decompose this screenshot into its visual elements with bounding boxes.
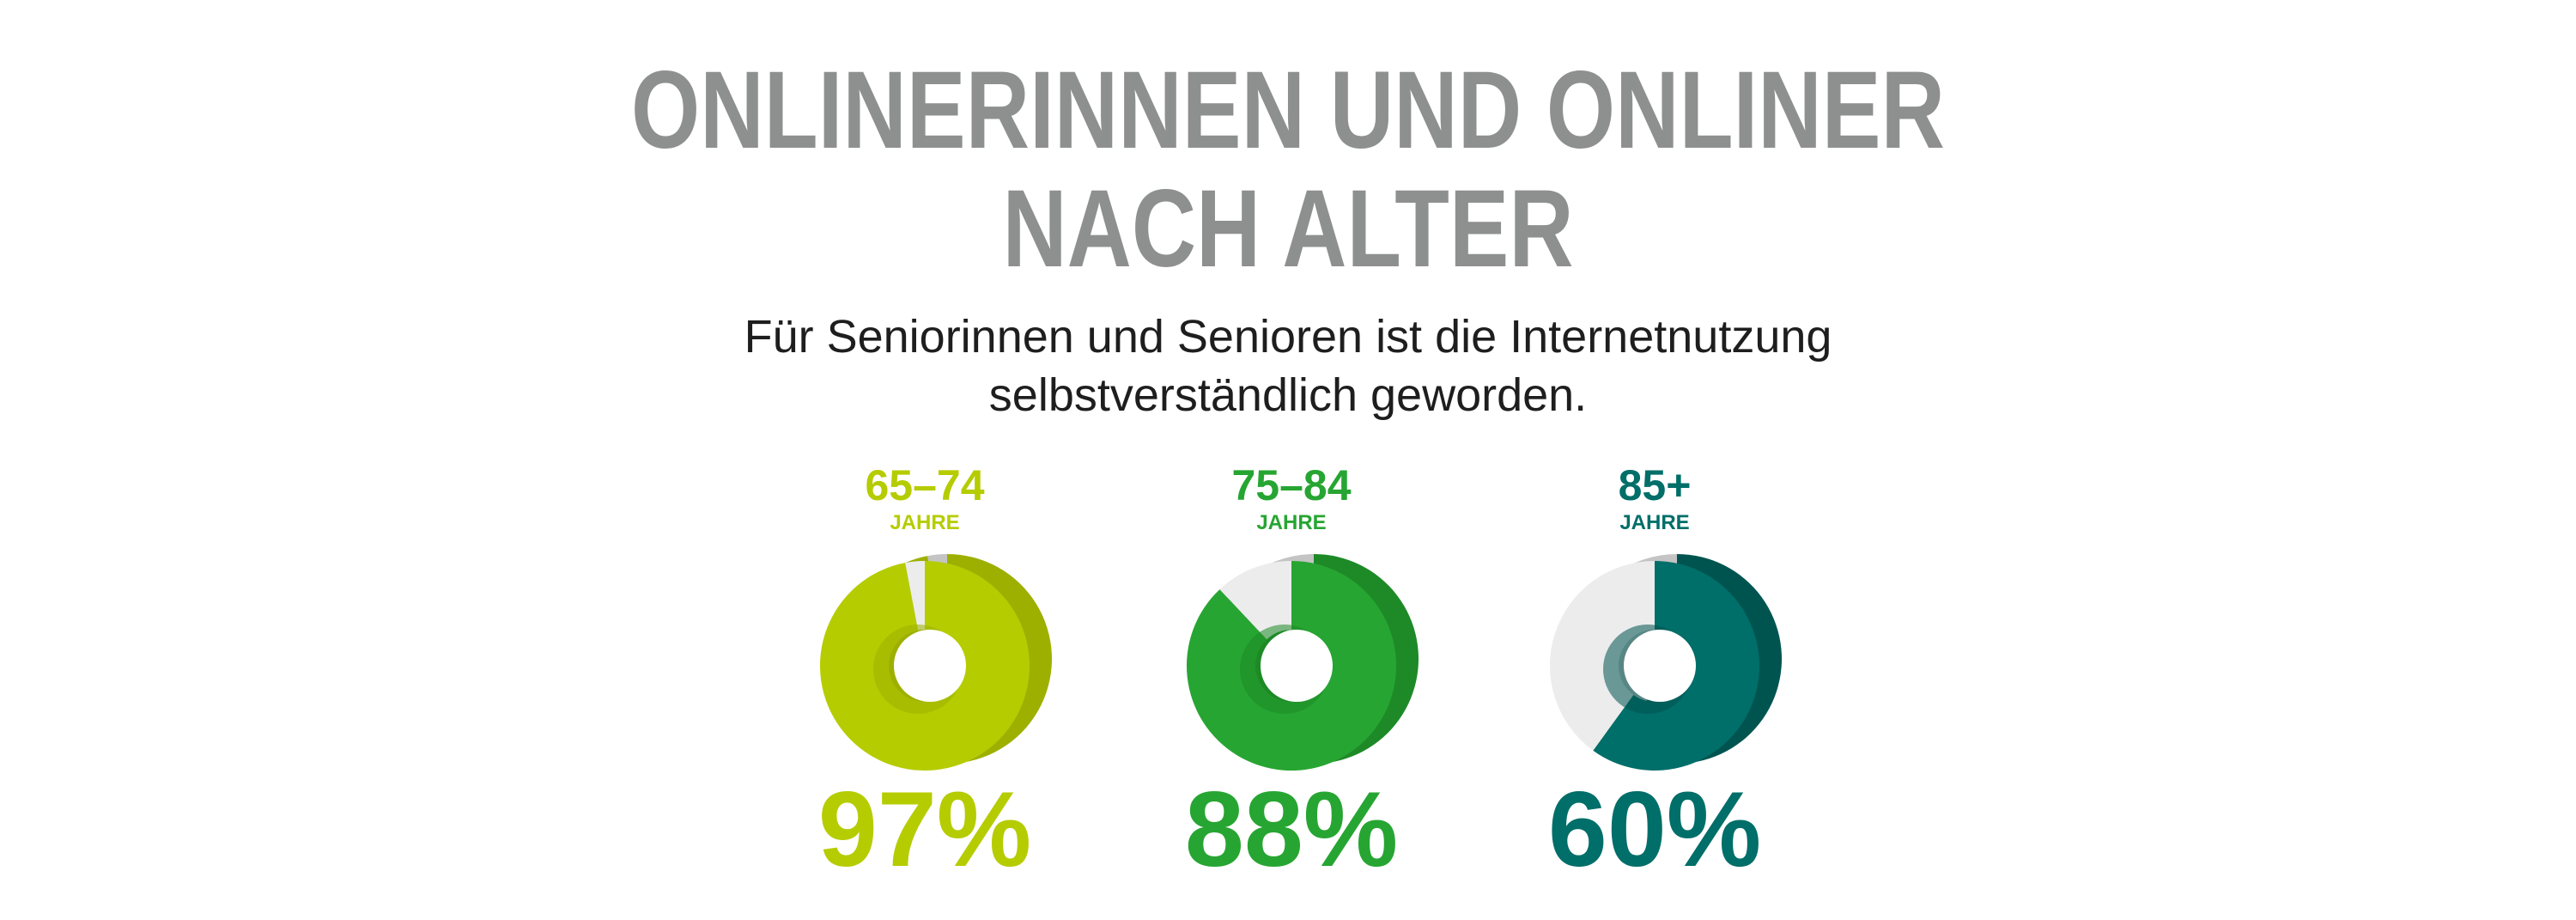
age-group: 75–84 bbox=[1231, 461, 1351, 509]
donut-segment bbox=[820, 561, 1030, 771]
title-line: ONLINERINNEN UND ONLINER bbox=[631, 49, 1945, 172]
subtitle-line: selbstverständlich geworden. bbox=[989, 369, 1587, 421]
donut-segment bbox=[1593, 561, 1759, 771]
value-label: 88% bbox=[1185, 771, 1398, 889]
donut-rest bbox=[1549, 561, 1655, 751]
donut-segment bbox=[1186, 561, 1396, 771]
subtitle-line: Für Seniorinnen und Senioren ist die Int… bbox=[744, 311, 1832, 363]
donut-rest bbox=[1219, 561, 1291, 640]
donut-hole bbox=[1624, 630, 1696, 702]
donut-hole bbox=[894, 630, 966, 702]
value-label: 97% bbox=[818, 771, 1031, 889]
age-group: 85+ bbox=[1619, 461, 1692, 509]
age-unit: JAHRE bbox=[1619, 511, 1689, 534]
donut-rest bbox=[905, 561, 925, 631]
value-label: 60% bbox=[1548, 771, 1761, 889]
age-unit: JAHRE bbox=[1256, 511, 1326, 534]
title-line: NACH ALTER bbox=[1003, 168, 1574, 290]
donut-hole bbox=[1261, 630, 1333, 702]
age-unit: JAHRE bbox=[890, 511, 959, 534]
age-group: 65–74 bbox=[865, 461, 984, 509]
